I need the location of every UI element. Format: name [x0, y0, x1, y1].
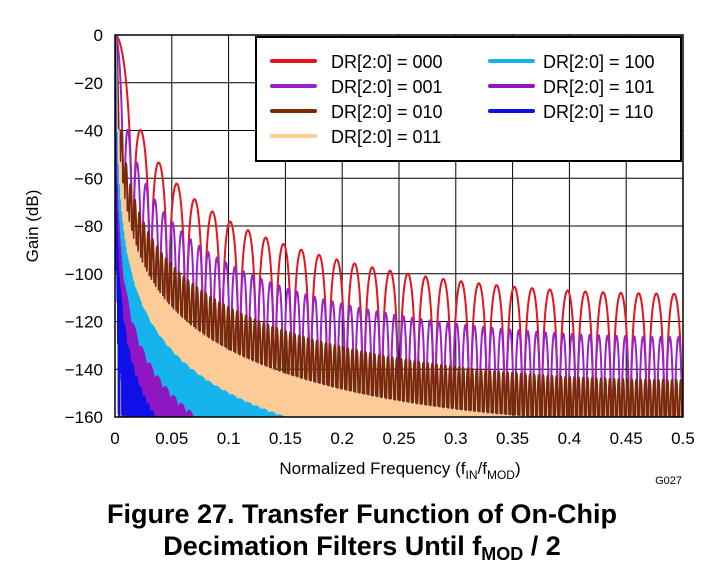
legend-entry: DR[2:0] = 110	[543, 102, 653, 122]
legend-entry: DR[2:0] = 101	[543, 77, 655, 97]
series-line	[115, 35, 683, 417]
x-tick-label: 0.5	[671, 429, 695, 448]
y-tick-label: −140	[65, 360, 103, 379]
caption-subscript: MOD	[481, 544, 524, 564]
y-tick-label: −20	[74, 74, 103, 93]
series-line	[115, 35, 683, 417]
y-tick-label: −100	[65, 265, 103, 284]
y-tick-label: −120	[65, 313, 103, 332]
series-line	[115, 35, 536, 417]
x-tick-label: 0.15	[269, 429, 302, 448]
y-tick-label: −80	[74, 217, 103, 236]
legend-entry: DR[2:0] = 001	[331, 77, 443, 97]
legend-entry: DR[2:0] = 011	[331, 127, 441, 147]
plot-frame	[114, 34, 684, 418]
x-tick-label: 0.35	[496, 429, 529, 448]
legend-entry: DR[2:0] = 000	[331, 52, 443, 72]
figure-caption-line1: Figure 27. Transfer Function of On-Chip	[106, 499, 618, 529]
x-axis-label: Normalized Frequency (fIN/fMOD)	[279, 459, 520, 482]
x-tick-label: 0.1	[217, 429, 241, 448]
legend-box	[255, 36, 682, 162]
y-tick-label: −40	[74, 122, 103, 141]
x-tick-label: 0.3	[444, 429, 468, 448]
x-tick-label: 0.45	[610, 429, 643, 448]
caption-tail: / 2	[523, 531, 561, 561]
caption-text: Decimation Filters Until f	[163, 531, 482, 561]
series-line	[115, 35, 288, 417]
x-tick-label: 0.4	[558, 429, 582, 448]
series-line	[115, 35, 683, 417]
y-tick-label: 0	[94, 26, 103, 45]
y-tick-labels: 0 −20 −40 −60 −80 −100 −120 −140 −160	[65, 26, 103, 427]
y-tick-label: −60	[74, 169, 103, 188]
x-tick-label: 0.05	[155, 429, 188, 448]
y-axis-label: Gain (dB)	[23, 190, 42, 263]
x-tick-label: 0.2	[330, 429, 354, 448]
x-tick-label: 0.25	[382, 429, 415, 448]
y-tick-label: −160	[65, 408, 103, 427]
series-area	[115, 35, 683, 417]
legend-entry: DR[2:0] = 010	[331, 102, 443, 122]
legend: DR[2:0] = 000 DR[2:0] = 001 DR[2:0] = 010 D…	[255, 36, 682, 162]
figure-caption-line2: Decimation Filters Until fMOD / 2	[0, 530, 724, 570]
x-tick-labels: 0 0.05 0.1 0.15 0.2 0.25 0.3 0.35 0.4 0.45 0.5	[110, 429, 695, 448]
legend-entry: DR[2:0] = 100	[543, 52, 655, 72]
x-tick-label: 0	[110, 429, 119, 448]
figure-code: G027	[655, 475, 682, 487]
